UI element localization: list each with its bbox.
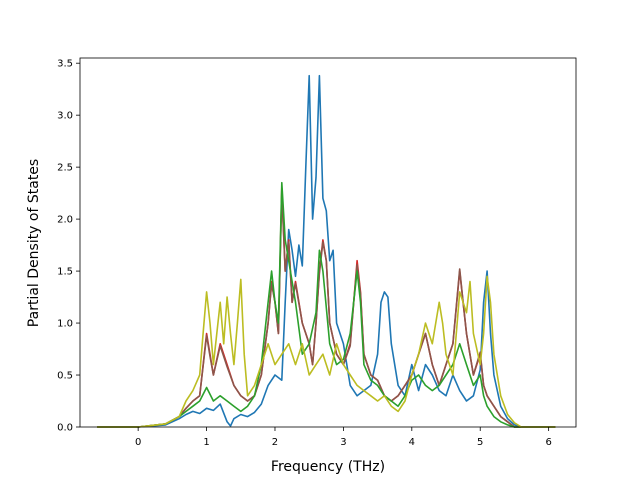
- y-tick-label: 1.5: [57, 267, 73, 278]
- x-axis-ticks: 0 1 2 3 4 5 6: [135, 427, 552, 448]
- y-axis-ticks: 0.0 0.5 1.0 1.5 2.0 2.5 3.0 3.5: [57, 59, 80, 434]
- x-axis-label: Frequency (THz): [271, 459, 385, 475]
- y-axis-label: Partial Density of States: [26, 159, 42, 327]
- x-tick-label: 0: [135, 437, 141, 448]
- y-tick-label: 2.0: [57, 215, 73, 226]
- y-tick-label: 0.5: [57, 371, 73, 382]
- series-line-3: [97, 181, 556, 428]
- y-tick-label: 1.0: [57, 319, 73, 330]
- x-tick-label: 1: [203, 437, 209, 448]
- x-tick-label: 2: [272, 437, 278, 448]
- series-layer: [97, 74, 556, 428]
- x-tick-label: 5: [477, 437, 483, 448]
- plot-frame: [79, 57, 577, 428]
- series-line-0: [97, 74, 556, 428]
- x-tick-label: 4: [409, 437, 415, 448]
- x-tick-label: 6: [545, 437, 551, 448]
- y-tick-label: 0.0: [57, 423, 73, 434]
- series-line-4: [97, 275, 556, 428]
- y-tick-label: 2.5: [57, 163, 73, 174]
- y-tick-label: 3.5: [57, 59, 73, 70]
- x-tick-label: 3: [340, 437, 346, 448]
- y-tick-label: 3.0: [57, 111, 73, 122]
- series-line-2: [97, 192, 556, 428]
